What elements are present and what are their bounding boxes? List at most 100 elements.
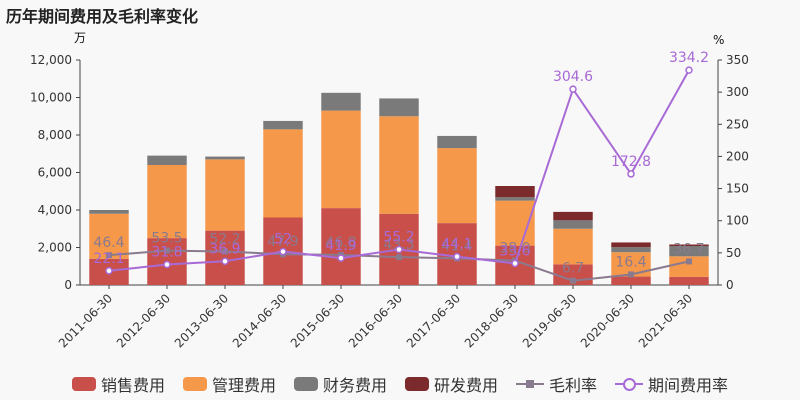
legend-item[interactable]: 毛利率 xyxy=(516,372,597,396)
y-right-tick-label: 300 xyxy=(726,85,749,99)
bar-segment xyxy=(147,165,187,239)
data-label: 52 xyxy=(274,232,292,248)
bar-segment xyxy=(611,276,651,285)
data-point xyxy=(453,252,461,261)
legend-item[interactable]: 销售费用 xyxy=(71,372,165,396)
bar-segment xyxy=(669,276,709,285)
y-left-tick-label: 0 xyxy=(64,278,72,292)
data-point xyxy=(570,277,576,284)
data-point xyxy=(685,66,693,74)
bar-segment xyxy=(437,135,477,149)
y-left-tick-label: 4,000 xyxy=(38,203,72,217)
y-left-tick-label: 2,000 xyxy=(38,241,72,255)
data-point xyxy=(222,248,228,255)
x-tick-label: 2018-06-30 xyxy=(462,291,521,350)
line-series: 46.4 53.5 52.2 47.9 46.8 43.3 41.4 38.0 6.7 16.4 3… xyxy=(93,231,705,284)
bar-segment xyxy=(611,242,651,248)
legend-label: 期间费用率 xyxy=(648,376,729,395)
bar-segment xyxy=(495,197,535,201)
x-tick-label: 2015-06-30 xyxy=(288,291,347,350)
data-point xyxy=(163,260,171,269)
data-point xyxy=(569,85,577,93)
data-label: 41.4 xyxy=(441,238,472,254)
bar-segment xyxy=(321,208,361,285)
data-point xyxy=(628,271,634,278)
bar-segment xyxy=(553,220,593,229)
y-right-tick-label: 200 xyxy=(726,149,749,163)
legend-swatch xyxy=(405,377,429,391)
data-label: 16.4 xyxy=(615,254,646,270)
chart-title: 历年期间费用及毛利率变化 xyxy=(6,7,199,26)
data-point xyxy=(164,247,170,254)
bar-segment xyxy=(205,156,245,160)
data-point xyxy=(221,257,229,266)
legend-label: 销售费用 xyxy=(100,376,165,395)
legend-label: 管理费用 xyxy=(211,376,276,395)
data-label: 55.2 xyxy=(383,230,414,246)
y-right-tick-label: 350 xyxy=(726,53,749,67)
y-right-tick-label: 250 xyxy=(726,117,749,131)
y-right-tick-label: 50 xyxy=(726,246,741,260)
data-label: 38.0 xyxy=(499,241,530,257)
bar-layer xyxy=(89,92,709,285)
legend-marker xyxy=(526,380,535,388)
data-point xyxy=(106,252,112,259)
legend-item[interactable]: 管理费用 xyxy=(182,372,276,396)
legend-line-swatch xyxy=(615,377,644,391)
data-point xyxy=(395,245,403,254)
x-tick-label: 2021-06-30 xyxy=(636,291,695,350)
y-right-tick-label: 100 xyxy=(726,214,749,228)
bar-segment xyxy=(437,148,477,224)
bar-segment xyxy=(263,120,303,130)
data-label: 22.1 xyxy=(93,251,124,267)
bar-segment xyxy=(669,244,709,246)
data-label: 44.1 xyxy=(441,237,472,253)
legend-line-swatch xyxy=(516,377,545,391)
y-left-tick-label: 10,000 xyxy=(30,91,72,105)
line-series: 22.1 31.8 36.9 52 41.9 55.2 44.1 33.6 304.6 172.8… xyxy=(93,50,709,275)
bar-segment xyxy=(89,210,129,214)
bar-segment xyxy=(611,247,651,253)
data-point xyxy=(627,170,635,178)
y-right-tick-label: 150 xyxy=(726,182,749,196)
y-left-tick-label: 6,000 xyxy=(38,166,72,180)
data-label: 46.4 xyxy=(93,235,124,251)
bar-segment xyxy=(263,129,303,218)
data-point xyxy=(511,259,519,268)
y-left-tick-label: 8,000 xyxy=(38,128,72,142)
data-point xyxy=(105,267,113,275)
legend-label: 研发费用 xyxy=(434,376,499,395)
data-label: 6.7 xyxy=(562,261,584,277)
y-right-unit: % xyxy=(713,33,724,47)
data-label: 172.8 xyxy=(611,154,651,170)
data-label: 304.6 xyxy=(553,69,593,85)
bar-segment xyxy=(669,256,709,277)
x-tick-label: 2020-06-30 xyxy=(578,291,637,350)
x-tick-label: 2011-06-30 xyxy=(56,291,115,350)
data-point xyxy=(279,247,287,256)
bar-segment xyxy=(379,116,419,214)
legend-marker xyxy=(623,378,637,391)
data-label: 43.3 xyxy=(383,237,414,253)
legend-swatch xyxy=(293,377,318,391)
legend-label: 毛利率 xyxy=(549,376,598,395)
data-label: 47.9 xyxy=(267,234,298,250)
bar-segment xyxy=(553,228,593,265)
data-label: 46.8 xyxy=(325,235,356,251)
bar-segment xyxy=(321,110,361,209)
data-label: 36.7 xyxy=(673,241,704,257)
bar-segment xyxy=(321,92,361,111)
bar-segment xyxy=(379,98,419,117)
data-point xyxy=(337,254,345,262)
legend-item[interactable]: 研发费用 xyxy=(405,372,498,396)
data-point xyxy=(396,254,402,261)
legend-item[interactable]: 期间费用率 xyxy=(615,372,728,396)
x-tick-label: 2017-06-30 xyxy=(404,291,463,350)
data-label: 334.2 xyxy=(669,50,709,66)
data-label: 33.6 xyxy=(499,243,530,259)
legend-item[interactable]: 财务费用 xyxy=(293,372,387,396)
bar-segment xyxy=(495,186,535,198)
data-label: 31.8 xyxy=(151,245,182,261)
legend-swatch xyxy=(71,377,96,391)
